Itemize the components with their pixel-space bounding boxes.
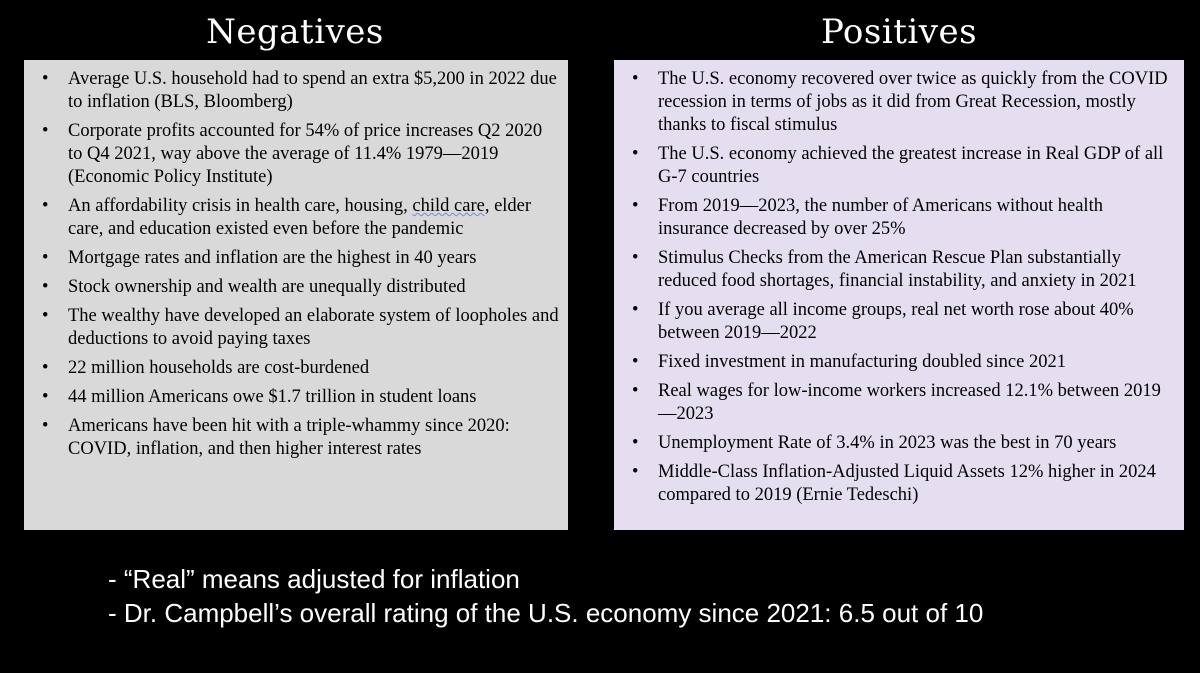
positives-item: From 2019—2023, the number of Americans … bbox=[632, 195, 1176, 241]
positives-list: The U.S. economy recovered over twice as… bbox=[632, 68, 1176, 507]
positives-item: The U.S. economy recovered over twice as… bbox=[632, 68, 1176, 137]
negatives-title: Negatives bbox=[206, 12, 384, 52]
negatives-item: The wealthy have developed an elaborate … bbox=[42, 305, 560, 351]
positives-item: If you average all income groups, real n… bbox=[632, 299, 1176, 345]
negatives-item: An affordability crisis in health care, … bbox=[42, 195, 560, 241]
negatives-item-text: , elder care, and education existed even… bbox=[68, 196, 532, 239]
negatives-item: Americans have been hit with a triple-wh… bbox=[42, 415, 560, 461]
spellcheck-underlined-text: child care bbox=[412, 196, 485, 216]
negatives-panel: Average U.S. household had to spend an e… bbox=[24, 60, 568, 530]
footnote-overall-rating: - Dr. Campbell’s overall rating of the U… bbox=[108, 598, 984, 628]
positives-item: The U.S. economy achieved the greatest i… bbox=[632, 143, 1176, 189]
negatives-item-text: An affordability crisis in health care, … bbox=[68, 196, 413, 216]
negatives-item: Stock ownership and wealth are unequally… bbox=[42, 276, 560, 299]
positives-item: Unemployment Rate of 3.4% in 2023 was th… bbox=[632, 432, 1176, 455]
negatives-item: Corporate profits accounted for 54% of p… bbox=[42, 120, 560, 189]
positives-title: Positives bbox=[820, 12, 978, 52]
positives-item: Stimulus Checks from the American Rescue… bbox=[632, 247, 1176, 293]
negatives-list: Average U.S. household had to spend an e… bbox=[42, 68, 560, 461]
negatives-item: 22 million households are cost-burdened bbox=[42, 357, 560, 380]
negatives-item: Mortgage rates and inflation are the hig… bbox=[42, 247, 560, 270]
negatives-item: 44 million Americans owe $1.7 trillion i… bbox=[42, 386, 560, 409]
footnotes: - “Real” means adjusted for inflation - … bbox=[108, 562, 1168, 630]
negatives-item: Average U.S. household had to spend an e… bbox=[42, 68, 560, 114]
positives-item: Middle-Class Inflation-Adjusted Liquid A… bbox=[632, 461, 1176, 507]
positives-panel: The U.S. economy recovered over twice as… bbox=[614, 60, 1184, 530]
footnote-real-definition: - “Real” means adjusted for inflation bbox=[108, 564, 520, 594]
positives-item: Fixed investment in manufacturing double… bbox=[632, 351, 1176, 374]
positives-item: Real wages for low-income workers increa… bbox=[632, 380, 1176, 426]
